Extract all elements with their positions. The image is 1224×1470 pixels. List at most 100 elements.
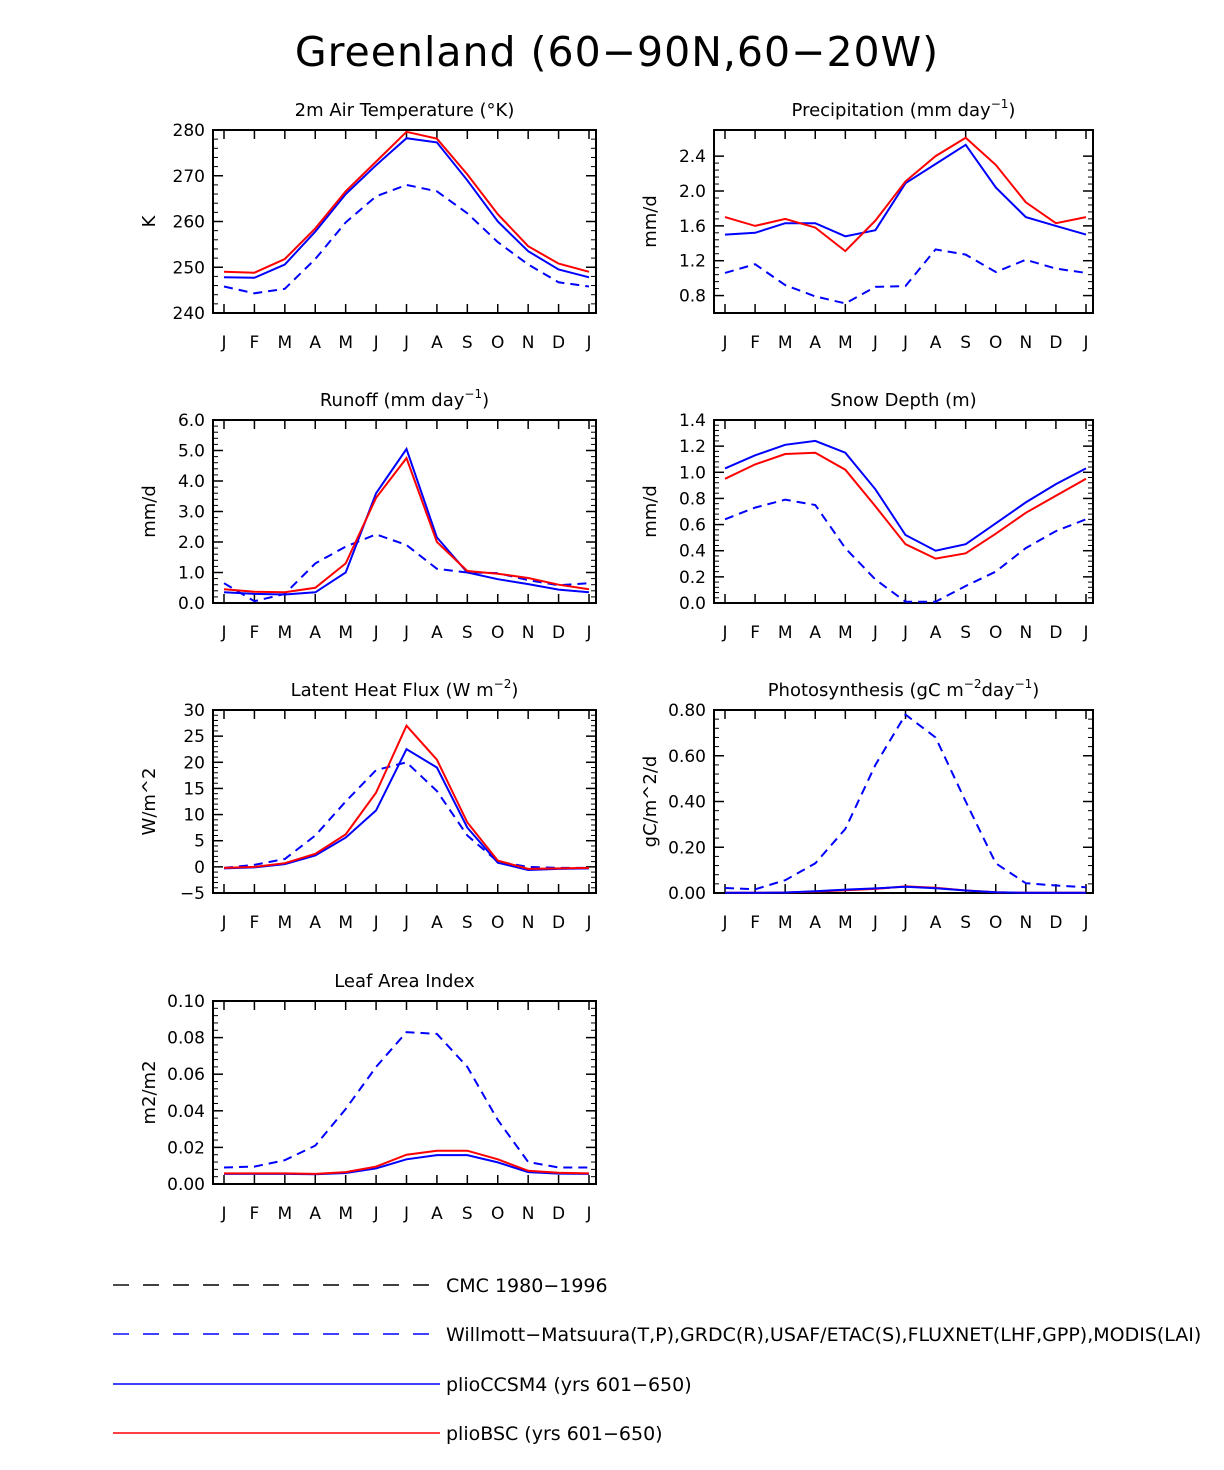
x-tick-label: N — [522, 623, 535, 643]
x-tick-label: S — [462, 1204, 473, 1224]
legend-item: plioBSC (yrs 601−650) — [113, 1423, 663, 1445]
x-tick-label: J — [220, 333, 226, 353]
plot-frame — [212, 709, 597, 894]
series-line — [725, 885, 1086, 894]
legend-item: Willmott−Matsuura(T,P),GRDC(R),USAF/ETAC… — [113, 1324, 1201, 1346]
x-tick-label: D — [552, 913, 565, 933]
y-tick-label: 0.0 — [178, 594, 205, 614]
x-tick-label: J — [585, 913, 591, 933]
x-tick-label: A — [309, 1204, 321, 1224]
y-tick-label: 250 — [173, 258, 205, 278]
x-tick-label: N — [522, 1204, 535, 1224]
series-line — [224, 1149, 590, 1175]
x-tick-label: O — [491, 1204, 504, 1224]
series-line — [223, 533, 590, 603]
x-tick-label: J — [1082, 623, 1088, 643]
x-tick-label: O — [989, 333, 1002, 353]
x-tick-label: M — [778, 333, 793, 353]
title-superscript: −1 — [991, 97, 1009, 111]
y-tick-label: 1.6 — [679, 217, 706, 237]
x-tick-label: J — [902, 623, 908, 643]
series-line — [724, 498, 1087, 603]
title-text: ) — [1008, 100, 1015, 121]
x-tick-label: J — [872, 623, 878, 643]
x-tick-label: A — [930, 913, 942, 933]
x-tick-label: F — [750, 913, 760, 933]
y-tick-label: 0.8 — [679, 489, 706, 509]
x-tick-label: J — [585, 1204, 591, 1224]
x-tick-label: M — [338, 1204, 353, 1224]
x-tick-label: D — [1049, 913, 1062, 933]
y-tick-label: 0.02 — [167, 1138, 205, 1158]
panel-title: 2m Air Temperature (°K) — [295, 100, 515, 121]
y-tick-label: 0.2 — [679, 568, 706, 588]
x-tick-label: N — [1019, 623, 1032, 643]
panel-title: Latent Heat Flux (W m−2) — [291, 677, 519, 701]
y-tick-label: 6.0 — [178, 411, 205, 431]
y-axis-label: W/m^2 — [139, 768, 160, 836]
y-tick-label: 2.0 — [679, 182, 706, 202]
y-tick-label: 0.8 — [679, 287, 706, 307]
x-tick-label: F — [750, 623, 760, 643]
y-axis-label: mm/d — [640, 485, 661, 538]
x-tick-label: S — [960, 623, 971, 643]
y-tick-label: 0.00 — [167, 1175, 205, 1195]
x-tick-label: D — [1049, 333, 1062, 353]
chart-panel-runoff: J F M A M J J A S O N D J0.01.02.03.04.05.06.0mm/dRu… — [139, 387, 597, 643]
y-tick-label: 260 — [173, 213, 205, 233]
x-tick-label: A — [309, 333, 321, 353]
x-tick-label: S — [462, 623, 473, 643]
x-tick-label: N — [522, 913, 535, 933]
title-text: ) — [511, 680, 518, 701]
y-tick-label: 4.0 — [178, 472, 205, 492]
series-line — [223, 761, 589, 869]
y-tick-label: 15 — [183, 779, 205, 799]
x-tick-label: N — [1019, 333, 1032, 353]
title-text: Snow Depth (m) — [830, 390, 976, 411]
x-tick-label: M — [838, 623, 853, 643]
title-text: Precipitation (mm day — [792, 100, 991, 121]
title-superscript: −2 — [494, 677, 512, 691]
x-tick-label: A — [431, 333, 443, 353]
series-line — [724, 136, 1087, 253]
y-tick-label: 30 — [183, 701, 205, 721]
x-tick-label: F — [250, 1204, 260, 1224]
panel-title: Photosynthesis (gC m−2day−1) — [768, 677, 1040, 701]
y-axis-label: gC/m^2/d — [640, 756, 661, 848]
x-tick-label: S — [960, 913, 971, 933]
x-tick-label: A — [431, 913, 443, 933]
series-line — [724, 439, 1087, 552]
x-tick-label: M — [277, 333, 292, 353]
x-tick-label: O — [989, 913, 1002, 933]
x-tick-label: M — [338, 623, 353, 643]
x-tick-label: A — [809, 913, 821, 933]
x-tick-label: D — [552, 623, 565, 643]
panel-title: Leaf Area Index — [334, 971, 475, 992]
y-tick-label: 2.0 — [178, 533, 205, 553]
y-tick-label: 280 — [173, 121, 205, 141]
y-tick-label: 0.80 — [668, 701, 706, 721]
x-tick-label: O — [491, 623, 504, 643]
x-tick-label: S — [960, 333, 971, 353]
panel-title: Runoff (mm day−1) — [320, 387, 489, 411]
series-line — [223, 446, 590, 596]
series-line — [223, 723, 590, 870]
series-line — [724, 713, 1087, 891]
x-tick-label: M — [838, 333, 853, 353]
x-tick-label: M — [277, 1204, 292, 1224]
x-tick-label: A — [809, 623, 821, 643]
y-tick-label: 0.00 — [668, 884, 706, 904]
x-tick-label: J — [373, 333, 379, 353]
y-tick-label: 0.06 — [167, 1065, 205, 1085]
x-tick-label: J — [373, 623, 379, 643]
series-line — [223, 1031, 589, 1169]
x-tick-label: J — [721, 913, 727, 933]
y-tick-label: 20 — [183, 753, 205, 773]
x-tick-label: A — [309, 913, 321, 933]
chart-panel-precip: J F M A M J J A S O N D J0.81.21.62.02.4mm/dPrecipit… — [640, 97, 1094, 353]
x-tick-label: D — [1049, 623, 1062, 643]
x-tick-label: J — [1082, 333, 1088, 353]
y-axis-label: mm/d — [640, 195, 661, 248]
x-tick-label: J — [403, 623, 409, 643]
